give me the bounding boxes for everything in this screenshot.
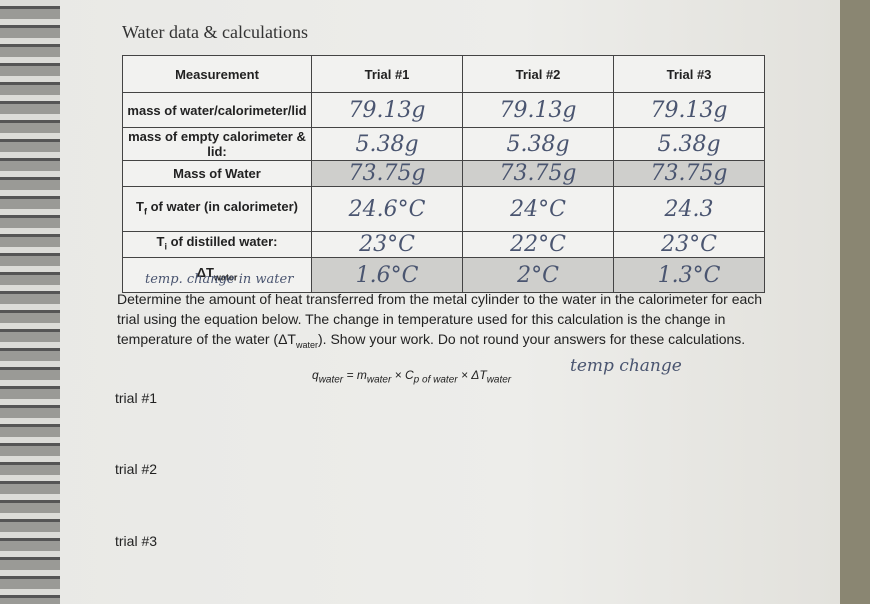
table-row: Mass of Water 73.75g 73.75g 73.75g (122, 160, 765, 187)
subscript: water (486, 374, 512, 386)
symbol: T (156, 234, 165, 250)
text: Determine the amount of heat transferred… (117, 291, 763, 347)
subscript: water (366, 374, 392, 386)
equation-note: temp change (570, 356, 682, 376)
value-cell: 24.3 (613, 186, 765, 232)
spiral-binding (0, 0, 60, 604)
trial-label: trial #2 (115, 461, 158, 477)
label-cell: mass of empty calorimeter & lid: (122, 127, 312, 161)
subscript: water (295, 339, 318, 350)
subscript: i (164, 241, 167, 252)
value-cell: 5.38g (462, 127, 614, 161)
value-cell: 1.3°C (613, 257, 765, 293)
label-cell: mass of water/calorimeter/lid (122, 92, 312, 128)
symbol: ΔT (196, 264, 214, 280)
label-cell: Ti of distilled water: (122, 231, 312, 258)
subscript: p of water (413, 374, 458, 386)
value-cell: 24.6°C (311, 186, 463, 232)
value-cell: 5.38g (613, 127, 765, 161)
header-row: Measurement Trial #1 Trial #2 Trial #3 (122, 55, 765, 93)
label-cell: Mass of Water (122, 160, 312, 187)
subscript: f (143, 206, 147, 217)
value-cell: 5.38g (311, 127, 463, 161)
value-cell: 24°C (462, 186, 614, 232)
subscript: water (213, 272, 238, 283)
value-cell: 79.13g (462, 92, 614, 128)
symbol: = (346, 368, 354, 382)
table-row: mass of empty calorimeter & lid: 5.38g 5.3… (122, 127, 765, 161)
value-cell: 79.13g (613, 92, 765, 128)
label-text: of water (in calorimeter) (150, 198, 298, 214)
label-text: mass of water/calorimeter/lid (127, 102, 307, 118)
trial-label: trial #1 (115, 390, 158, 406)
label-text: mass of empty calorimeter & lid: (128, 129, 306, 159)
symbol: m (356, 368, 367, 382)
value-cell: 1.6°C (311, 257, 463, 293)
value-cell: 2°C (462, 257, 614, 293)
table-row: Ti of distilled water: 23°C 22°C 23°C (122, 231, 765, 258)
value-cell: 79.13g (311, 92, 463, 128)
text: ). Show your work. Do not round your ans… (318, 331, 746, 347)
symbol: C (405, 368, 414, 382)
annotation: temp. change in water (145, 272, 294, 287)
header-cell: Trial #1 (311, 55, 463, 93)
value-cell: 23°C (613, 231, 765, 258)
symbol: T (136, 198, 144, 214)
symbol: × (394, 368, 402, 382)
label-cell: ΔTwater (122, 257, 312, 293)
label-text: Mass of Water (173, 166, 261, 181)
value-cell: 22°C (462, 231, 614, 258)
table-row: ΔTwater 1.6°C 2°C 1.3°C (122, 257, 765, 293)
title: Water data & calculations (122, 22, 308, 42)
label-text: of distilled water: (170, 234, 278, 250)
label-cell: Tf of water (in calorimeter) (122, 186, 312, 232)
value-cell: 23°C (311, 231, 463, 258)
header-cell: Trial #2 (462, 55, 614, 93)
header-cell: Measurement (122, 55, 312, 93)
header-cell: Trial #3 (613, 55, 765, 93)
table-row: Tf of water (in calorimeter) 24.6°C 24°C 24… (122, 186, 765, 232)
value-cell: 73.75g (462, 160, 614, 187)
symbol: × (460, 368, 468, 382)
value-cell: 73.75g (311, 160, 463, 187)
data-table: Measurement Trial #1 Trial #2 Trial #3 m… (122, 55, 765, 293)
trial-label: trial #3 (115, 533, 158, 549)
symbol: ΔT (471, 368, 487, 382)
equation: qwater = mwater × Cp of water × ΔTwater (312, 368, 511, 385)
subscript: water (318, 374, 344, 386)
table-row: mass of water/calorimeter/lid 79.13g 79.13… (122, 92, 765, 128)
value-cell: 73.75g (613, 160, 765, 187)
instructions: Determine the amount of heat transferred… (117, 289, 767, 355)
symbol: q (312, 368, 319, 382)
